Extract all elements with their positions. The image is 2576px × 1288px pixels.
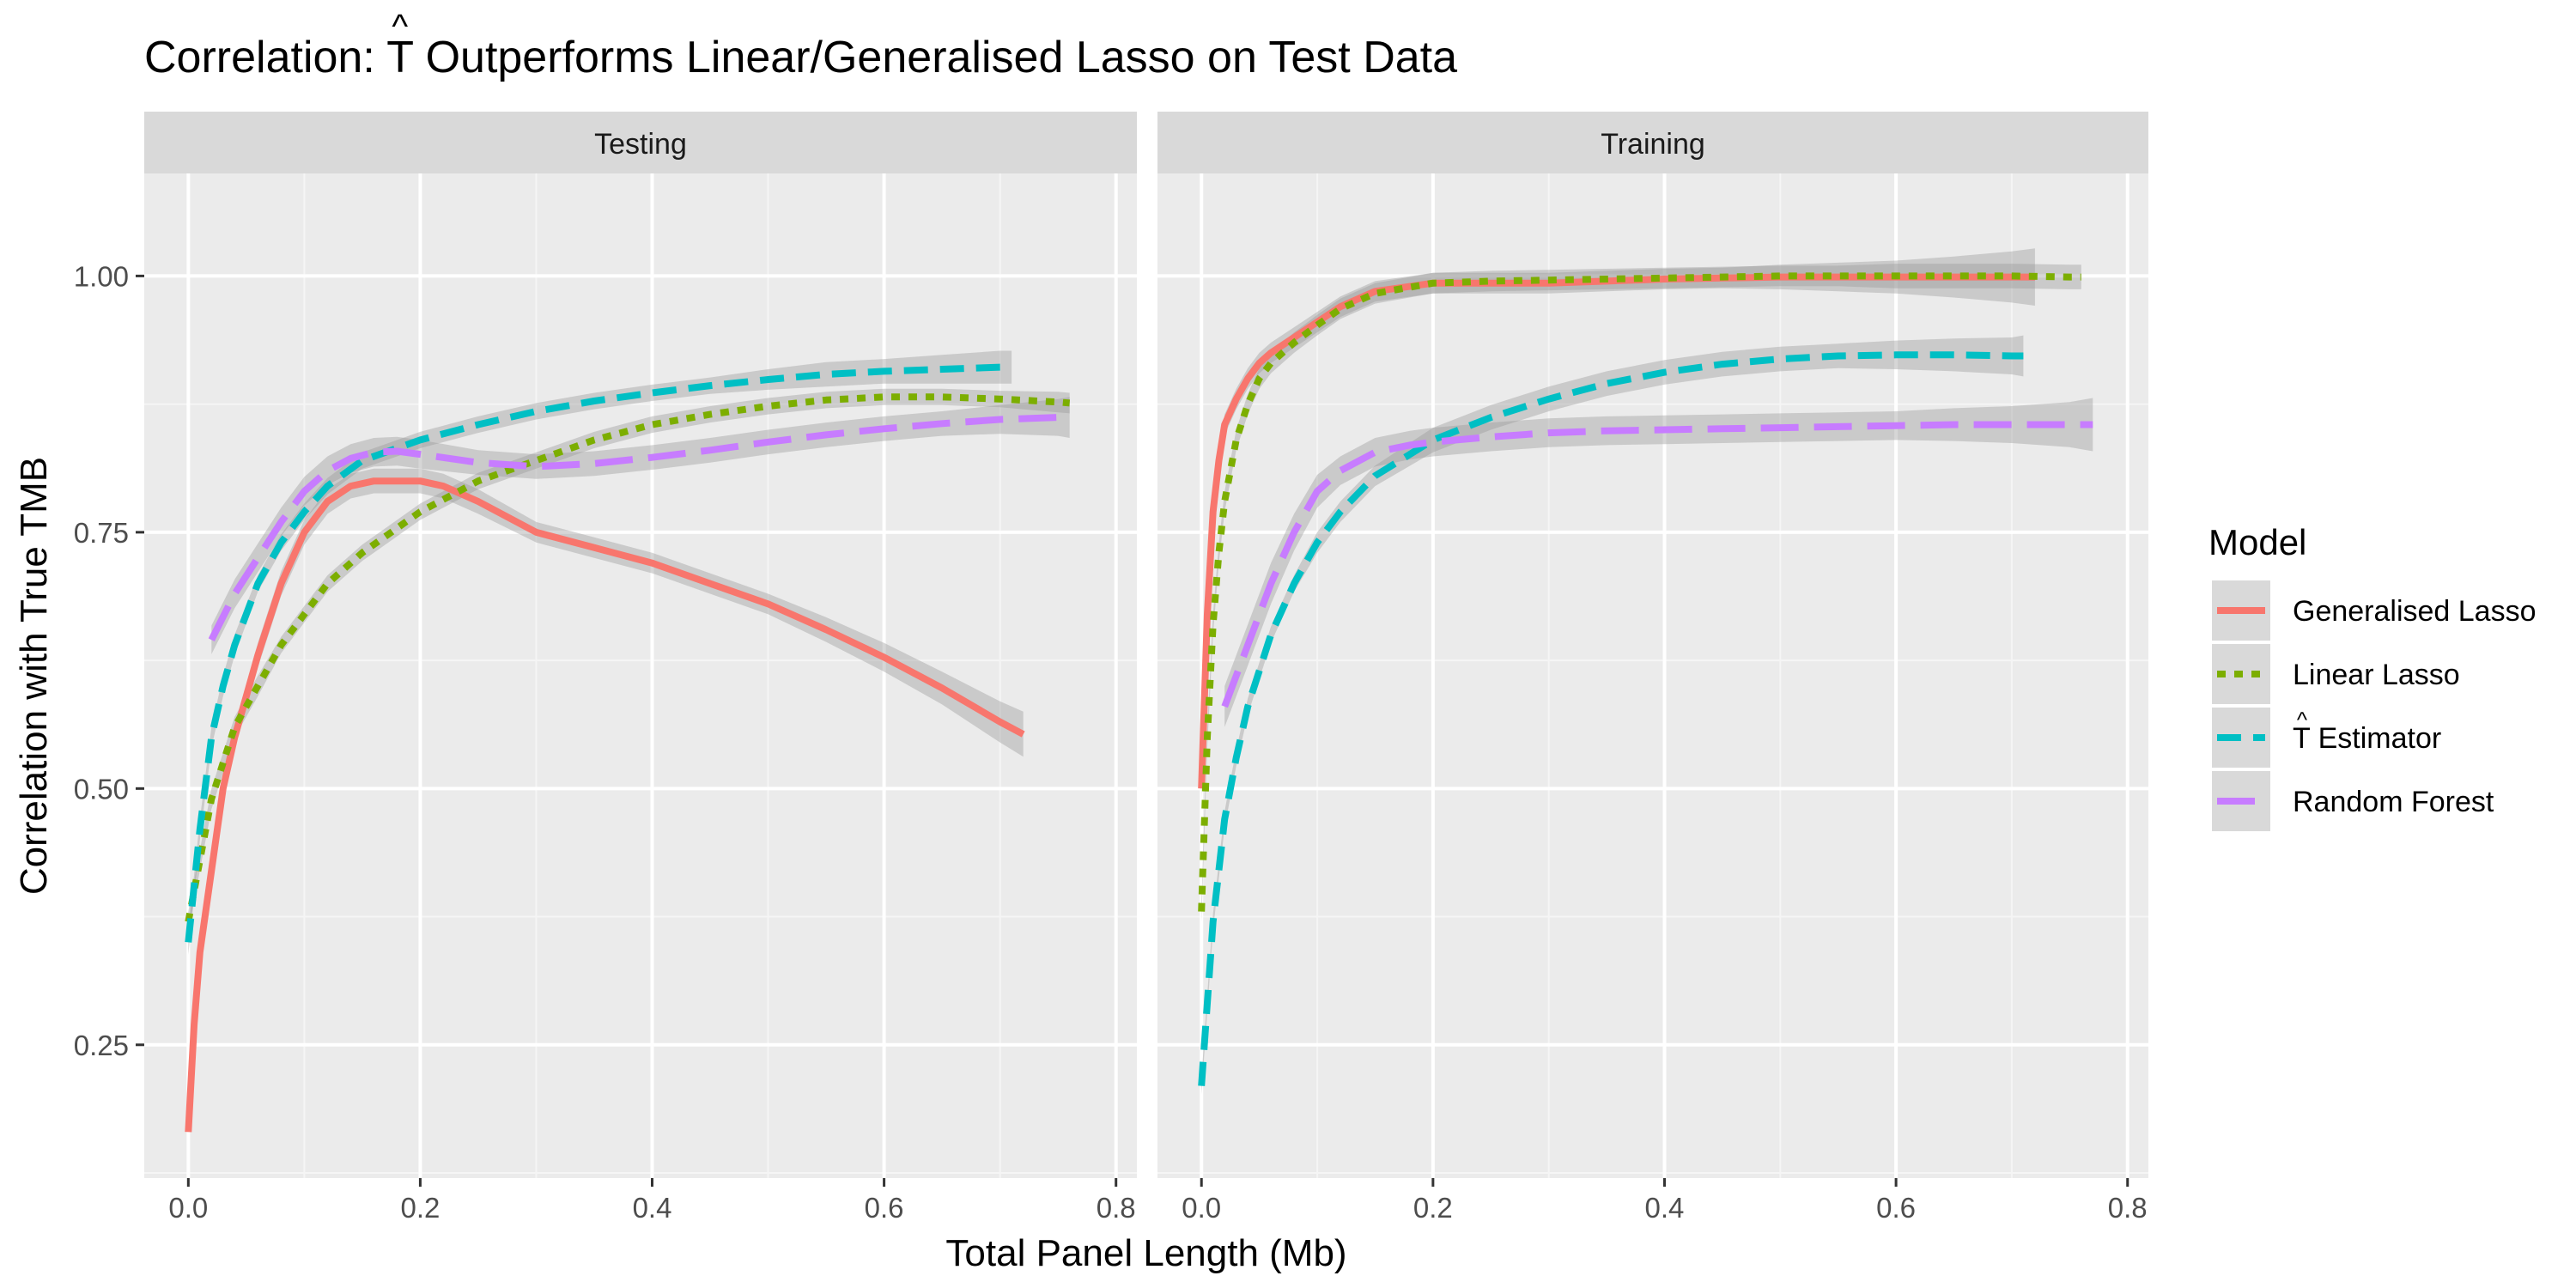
y-tick-label: 1.00 — [74, 260, 129, 292]
grid-layer — [144, 173, 2148, 1178]
series-line-layer — [185, 272, 2093, 1133]
legend-label-random-forest: Random Forest — [2293, 786, 2494, 818]
series-line-generalised-lasso-testing — [185, 477, 1025, 1133]
x-tick-label-training: 0.8 — [2108, 1192, 2148, 1224]
title-hat-symbol: ^ — [392, 8, 408, 46]
chart-title: Correlation: T Outperforms Linear/Genera… — [144, 8, 1457, 82]
legend-title: Model — [2208, 522, 2306, 562]
x-tick-label-testing: 0.4 — [633, 1192, 672, 1224]
strip-testing — [144, 112, 1137, 173]
series-line-linear-lasso-testing — [185, 393, 1071, 923]
legend-label-linear-lasso: Linear Lasso — [2293, 659, 2460, 691]
series-line-t-estimator-testing — [185, 363, 1012, 943]
x-tick-label-training: 0.2 — [1413, 1192, 1453, 1224]
strip-training — [1157, 112, 2148, 173]
x-tick-label-training: 0.0 — [1182, 1192, 1221, 1224]
x-tick-label-training: 0.4 — [1645, 1192, 1685, 1224]
series-line-random-forest-testing — [208, 414, 1070, 641]
series-line-t-estimator-training — [1198, 351, 2024, 1086]
band-generalised-lasso-testing — [188, 468, 1024, 1133]
legend-label-t-estimator: T Estimator — [2293, 722, 2441, 755]
chart-title-symbol: T — [386, 33, 413, 82]
chart-title-text: Correlation: T Outperforms Linear/Genera… — [144, 33, 1457, 82]
confidence-band-layer — [188, 248, 2093, 1133]
x-axis-title: Total Panel Length (Mb) — [945, 1232, 1346, 1274]
y-axis-title: Correlation with True TMB — [13, 457, 55, 895]
legend-label-generalised-lasso: Generalised Lasso — [2293, 595, 2537, 628]
band-linear-lasso-testing — [188, 388, 1070, 933]
series-line-random-forest-training — [1221, 421, 2093, 708]
strip-training-label: Training — [1601, 128, 1705, 161]
legend: Model Generalised Lasso Linear Lasso T Est… — [2208, 522, 2537, 831]
legend-entries: Generalised Lasso Linear Lasso T Estimator… — [2212, 580, 2537, 831]
panel-training-background — [1157, 173, 2148, 1178]
x-tick-label-training: 0.6 — [1876, 1192, 1916, 1224]
y-tick-label: 0.50 — [74, 773, 129, 805]
x-tick-label-testing: 0.8 — [1097, 1192, 1136, 1224]
band-random-forest-training — [1224, 398, 2093, 727]
panel-testing-background — [144, 173, 1137, 1178]
x-tick-label-testing: 0.2 — [400, 1192, 440, 1224]
series-line-generalised-lasso-training — [1198, 273, 2035, 789]
legend-hat-symbol: ^ — [2297, 707, 2308, 732]
y-tick-label: 0.75 — [74, 517, 129, 549]
y-tick-label: 0.25 — [74, 1030, 129, 1061]
axis-tick-layer: 0.0 0.2 0.4 0.6 0.8 0.25 0.50 0.75 1.00 0.0 0.2 0.4… — [74, 260, 2148, 1224]
strip-testing-label: Testing — [594, 128, 687, 161]
x-tick-label-testing: 0.6 — [865, 1192, 904, 1224]
band-random-forest-testing — [211, 397, 1070, 654]
x-tick-label-testing: 0.0 — [168, 1192, 208, 1224]
